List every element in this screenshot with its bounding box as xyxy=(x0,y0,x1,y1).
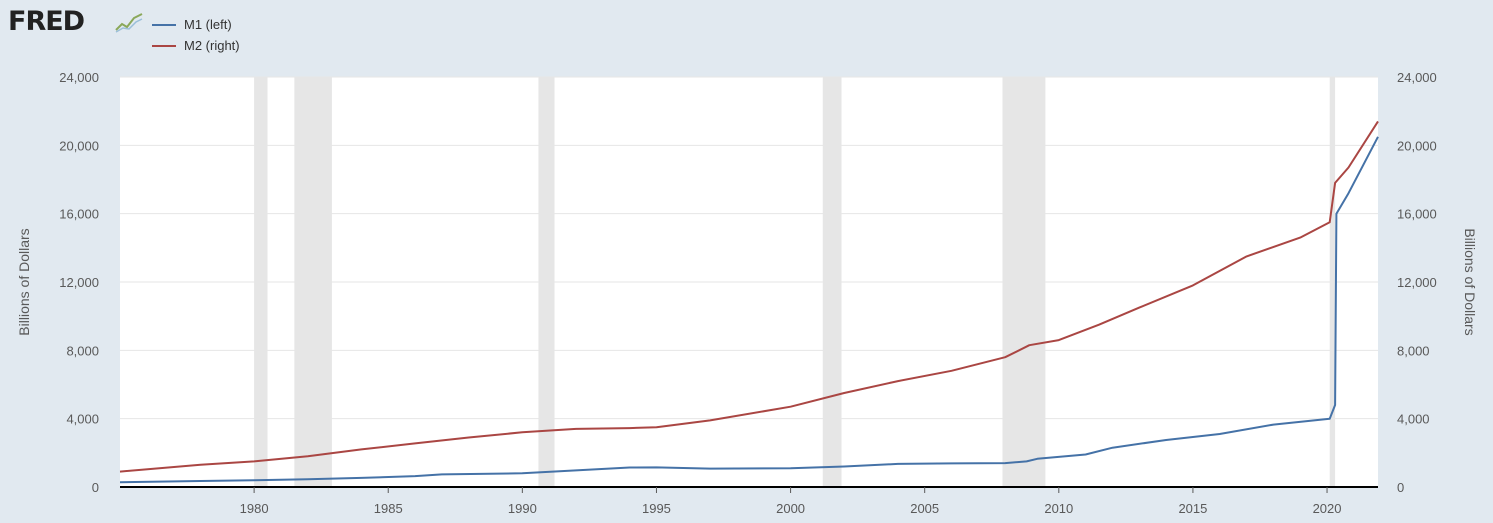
y-left-tick-label: 4,000 xyxy=(66,412,99,427)
x-tick-label: 2010 xyxy=(1044,501,1073,516)
series-line-m1 xyxy=(119,136,1379,484)
y-axis-right-ticks: 0 4,000 8,000 12,000 16,000 20,000 24,000 xyxy=(1397,70,1437,495)
legend-label-m1: M1 (left) xyxy=(184,17,232,32)
chart-header: FRED M1 (left) M2 (right) xyxy=(0,0,1493,70)
y-right-tick-label: 8,000 xyxy=(1397,343,1430,358)
y-axis-right-label: Billions of Dollars xyxy=(1462,228,1478,335)
legend-item-m1[interactable]: M1 (left) xyxy=(152,14,240,35)
series-line-m2 xyxy=(119,120,1379,473)
chart-legend: M1 (left) M2 (right) xyxy=(152,14,240,56)
y-right-tick-label: 4,000 xyxy=(1397,412,1430,427)
grid-lines xyxy=(120,76,1378,420)
y-left-tick-label: 16,000 xyxy=(59,207,99,222)
y-left-tick-label: 12,000 xyxy=(59,275,99,290)
series-lines xyxy=(119,120,1379,484)
x-tick-label: 2020 xyxy=(1313,501,1342,516)
y-left-tick-label: 0 xyxy=(92,480,99,495)
legend-swatch-m2 xyxy=(152,44,176,47)
x-tick-label: 1990 xyxy=(508,501,537,516)
line-chart-icon xyxy=(114,10,144,34)
x-tick-label: 1995 xyxy=(642,501,671,516)
y-right-tick-label: 12,000 xyxy=(1397,275,1437,290)
y-right-tick-label: 24,000 xyxy=(1397,70,1437,85)
y-left-tick-label: 24,000 xyxy=(59,70,99,85)
x-tick-label: 2015 xyxy=(1178,501,1207,516)
x-tick-label: 1980 xyxy=(240,501,269,516)
x-tick-label: 2000 xyxy=(776,501,805,516)
legend-label-m2: M2 (right) xyxy=(184,38,240,53)
y-right-tick-label: 16,000 xyxy=(1397,207,1437,222)
y-right-tick-label: 20,000 xyxy=(1397,138,1437,153)
y-left-tick-label: 8,000 xyxy=(66,343,99,358)
x-tick-label: 1985 xyxy=(374,501,403,516)
legend-item-m2[interactable]: M2 (right) xyxy=(152,35,240,56)
y-axis-left-label: Billions of Dollars xyxy=(16,228,32,335)
x-axis-ticks: 1980 1985 1990 1995 2000 2005 2010 2015 2020 xyxy=(240,487,1342,516)
y-left-tick-label: 20,000 xyxy=(59,138,99,153)
fred-logo: FRED xyxy=(8,6,85,37)
y-axis-left-ticks: 0 4,000 8,000 12,000 16,000 20,000 24,000 xyxy=(59,70,99,495)
legend-swatch-m1 xyxy=(152,23,176,26)
y-right-tick-label: 0 xyxy=(1397,480,1404,495)
x-tick-label: 2005 xyxy=(910,501,939,516)
